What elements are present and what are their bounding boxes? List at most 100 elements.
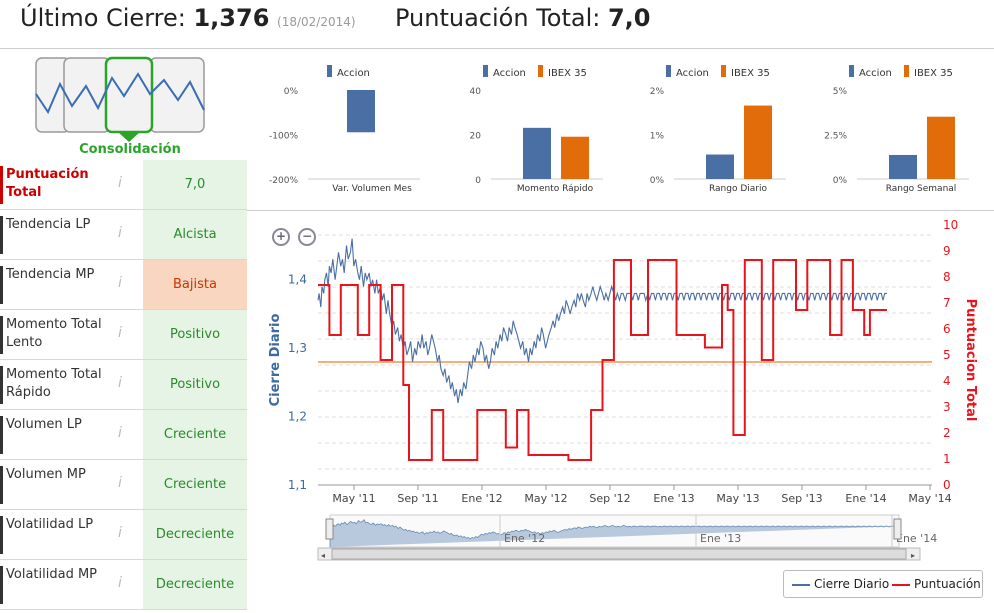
bar-accion[interactable] (889, 154, 917, 179)
left-tick-label: 1,2 (288, 410, 307, 424)
legend-swatch (849, 65, 854, 77)
legend-puntuacion-label: Puntuación (914, 577, 981, 591)
left-tick-label: 1,3 (288, 341, 307, 355)
mini-chart: Accion IBEX 35 40 20 0 Momento Rápido (470, 65, 603, 194)
navigator-tick-label: Ene '12 (504, 532, 545, 545)
left-tick-label: 1,4 (288, 273, 307, 287)
tick-label: -200% (269, 176, 298, 186)
last-close: Último Cierre: 1,376 (18/02/2014) (20, 4, 356, 32)
legend-label: Accion (493, 68, 526, 79)
tick-label: 2.5% (824, 132, 847, 142)
metric-row[interactable]: Volatilidad MP i Decreciente (0, 560, 247, 610)
metric-row[interactable]: Tendencia MP i Bajista (0, 260, 247, 310)
metric-label: Tendencia LP (6, 217, 91, 232)
x-tick-label: May '13 (716, 492, 759, 505)
metric-marker (0, 316, 3, 354)
info-icon[interactable]: i (118, 575, 122, 591)
right-tick-label: 1 (943, 452, 951, 466)
info-icon[interactable]: i (118, 375, 122, 391)
metric-row[interactable]: Tendencia LP i Alcista (0, 210, 247, 260)
navigator-handle-left[interactable] (325, 518, 334, 540)
metric-label: Volumen MP (6, 467, 86, 482)
info-icon[interactable]: i (118, 425, 122, 441)
metric-value: Creciente (143, 460, 247, 509)
legend-swatch (721, 65, 726, 77)
navigator-tick-label: Ene '14 (896, 532, 937, 545)
tick-label: 0% (833, 176, 848, 186)
mini-chart-xlabel: Rango Diario (709, 184, 768, 194)
metric-row[interactable]: Momento Total Rápido i Positivo (0, 360, 247, 410)
summary-header: Último Cierre: 1,376 (18/02/2014) Puntua… (0, 0, 994, 49)
bar-accion[interactable] (523, 127, 551, 179)
info-icon[interactable]: i (118, 225, 122, 241)
bar-accion[interactable] (347, 90, 375, 133)
mini-chart-xlabel: Rango Semanal (886, 184, 957, 194)
metric-marker (0, 416, 3, 454)
series-cierre-diario[interactable] (317, 238, 887, 403)
metric-value: Decreciente (143, 510, 247, 559)
mini-chart: Accion IBEX 35 5% 2.5% 0% Rango Semanal (824, 65, 969, 194)
metric-value: Alcista (143, 210, 247, 259)
scrollbar-thumb[interactable] (331, 548, 907, 560)
metric-label: Volatilidad LP (6, 517, 94, 532)
last-close-label: Último Cierre: (20, 4, 186, 32)
left-tick-label: 1,1 (288, 478, 307, 492)
pattern-label: Consolidación (79, 142, 181, 157)
zoom-out-icon[interactable]: − (298, 228, 316, 246)
right-tick-label: 3 (943, 400, 951, 414)
tick-label: 0% (650, 176, 665, 186)
info-icon[interactable]: i (118, 475, 122, 491)
x-tick-label: May '14 (908, 492, 951, 505)
info-icon[interactable]: i (118, 525, 122, 541)
metric-label: Momento Total Lento (6, 317, 102, 350)
navigator-tick-label: Ene '13 (700, 532, 741, 545)
info-icon[interactable]: i (118, 175, 122, 191)
metric-row[interactable]: Puntuación Total i 7,0 (0, 160, 247, 210)
legend-label: IBEX 35 (548, 68, 587, 79)
info-icon[interactable]: i (118, 275, 122, 291)
bar-ibex[interactable] (927, 116, 955, 179)
metric-marker (0, 266, 3, 304)
metric-row[interactable]: Volatilidad LP i Decreciente (0, 510, 247, 560)
metric-value: Positivo (143, 310, 247, 359)
info-icon[interactable]: i (118, 325, 122, 341)
bar-ibex[interactable] (561, 136, 589, 179)
metric-value: 7,0 (143, 160, 247, 209)
mini-chart: Accion 0% -100% -200% Var. Volumen Mes (269, 65, 420, 194)
tick-label: 0% (284, 87, 299, 97)
metric-row[interactable]: Volumen MP i Creciente (0, 460, 247, 510)
metric-value: Positivo (143, 360, 247, 409)
scroll-left-icon[interactable]: ◂ (321, 551, 325, 560)
pattern-thumbnail[interactable]: Consolidación (0, 50, 247, 160)
metric-label: Puntuación Total (6, 167, 89, 200)
metric-label: Tendencia MP (6, 267, 95, 282)
x-tick-label: Sep '11 (397, 492, 438, 505)
x-tick-label: Ene '13 (653, 492, 694, 505)
x-tick-label: May '12 (524, 492, 567, 505)
legend-swatch (666, 65, 671, 77)
last-close-value: 1,376 (193, 4, 270, 32)
metric-row[interactable]: Volumen LP i Creciente (0, 410, 247, 460)
tick-label: 2% (650, 87, 665, 97)
x-tick-label: May '11 (332, 492, 375, 505)
x-tick-label: Sep '12 (589, 492, 630, 505)
metric-value: Decreciente (143, 560, 247, 609)
bar-ibex[interactable] (744, 105, 772, 179)
x-tick-label: Sep '13 (781, 492, 822, 505)
navigator-series (329, 519, 899, 547)
legend-label: Accion (676, 68, 709, 79)
metric-label: Momento Total Rápido (6, 367, 102, 400)
navigator-handle-right[interactable] (893, 518, 902, 540)
legend-label: Accion (337, 68, 370, 79)
metric-row[interactable]: Momento Total Lento i Positivo (0, 310, 247, 360)
legend-item-cierre[interactable]: Cierre Diario (792, 577, 889, 591)
price-score-chart: Cierre Diario Puntuacion Total10987654321… (268, 218, 978, 561)
zoom-in-icon[interactable]: + (272, 228, 290, 246)
legend-item-puntuacion[interactable]: Puntuación (892, 577, 981, 591)
scroll-right-icon[interactable]: ▸ (911, 551, 915, 560)
total-score-label: Puntuación Total: (395, 4, 601, 32)
bar-accion[interactable] (706, 154, 734, 179)
metric-marker (0, 366, 3, 404)
series-puntuacion[interactable] (318, 259, 887, 461)
